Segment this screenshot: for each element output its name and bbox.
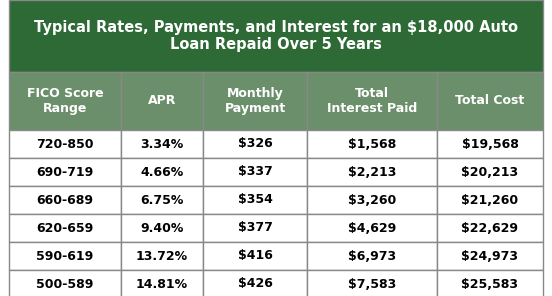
Bar: [307, 270, 437, 296]
Text: Monthly
Payment: Monthly Payment: [224, 87, 285, 115]
Bar: [9, 270, 121, 296]
Bar: [203, 214, 307, 242]
Text: 500-589: 500-589: [36, 278, 94, 290]
Bar: [437, 270, 543, 296]
Text: $7,583: $7,583: [348, 278, 396, 290]
Bar: [9, 158, 121, 186]
Text: $21,260: $21,260: [461, 194, 518, 207]
Text: Total
Interest Paid: Total Interest Paid: [327, 87, 417, 115]
Bar: [121, 270, 203, 296]
Bar: [307, 130, 437, 158]
Bar: [121, 130, 203, 158]
Text: $377: $377: [237, 221, 273, 234]
Bar: [121, 242, 203, 270]
Bar: [9, 130, 121, 158]
Bar: [307, 186, 437, 214]
Text: $20,213: $20,213: [461, 165, 518, 178]
Text: $3,260: $3,260: [348, 194, 396, 207]
Text: 6.75%: 6.75%: [140, 194, 184, 207]
Bar: [203, 130, 307, 158]
Text: 3.34%: 3.34%: [140, 138, 184, 150]
Text: 9.40%: 9.40%: [140, 221, 184, 234]
Text: APR: APR: [148, 94, 176, 107]
Text: 720-850: 720-850: [36, 138, 94, 150]
Text: FICO Score
Range: FICO Score Range: [26, 87, 103, 115]
Text: 660-689: 660-689: [36, 194, 93, 207]
Bar: [9, 242, 121, 270]
Text: $19,568: $19,568: [461, 138, 518, 150]
Bar: [437, 72, 543, 130]
Text: Total Cost: Total Cost: [455, 94, 524, 107]
Bar: [437, 186, 543, 214]
Text: $2,213: $2,213: [348, 165, 396, 178]
Text: 14.81%: 14.81%: [136, 278, 188, 290]
Text: $426: $426: [237, 278, 273, 290]
Text: Typical Rates, Payments, and Interest for an $18,000 Auto
Loan Repaid Over 5 Yea: Typical Rates, Payments, and Interest fo…: [34, 20, 518, 52]
Bar: [203, 158, 307, 186]
Text: 4.66%: 4.66%: [140, 165, 184, 178]
Text: $4,629: $4,629: [348, 221, 396, 234]
Bar: [437, 130, 543, 158]
Text: 13.72%: 13.72%: [136, 250, 188, 263]
Bar: [307, 158, 437, 186]
Bar: [121, 72, 203, 130]
Bar: [9, 0, 543, 72]
Bar: [437, 214, 543, 242]
Text: 590-619: 590-619: [36, 250, 94, 263]
Text: $22,629: $22,629: [461, 221, 518, 234]
Text: $24,973: $24,973: [461, 250, 518, 263]
Text: 690-719: 690-719: [36, 165, 94, 178]
Bar: [307, 72, 437, 130]
Bar: [203, 270, 307, 296]
Text: $354: $354: [237, 194, 273, 207]
Text: $416: $416: [237, 250, 273, 263]
Text: 620-659: 620-659: [36, 221, 94, 234]
Text: $337: $337: [237, 165, 272, 178]
Bar: [307, 242, 437, 270]
Bar: [121, 186, 203, 214]
Text: $326: $326: [237, 138, 272, 150]
Bar: [437, 158, 543, 186]
Text: $6,973: $6,973: [348, 250, 396, 263]
Bar: [121, 214, 203, 242]
Text: $25,583: $25,583: [461, 278, 518, 290]
Bar: [203, 242, 307, 270]
Bar: [9, 186, 121, 214]
Bar: [9, 72, 121, 130]
Bar: [121, 158, 203, 186]
Text: $1,568: $1,568: [348, 138, 396, 150]
Bar: [203, 186, 307, 214]
Bar: [9, 214, 121, 242]
Bar: [203, 72, 307, 130]
Bar: [437, 242, 543, 270]
Bar: [307, 214, 437, 242]
